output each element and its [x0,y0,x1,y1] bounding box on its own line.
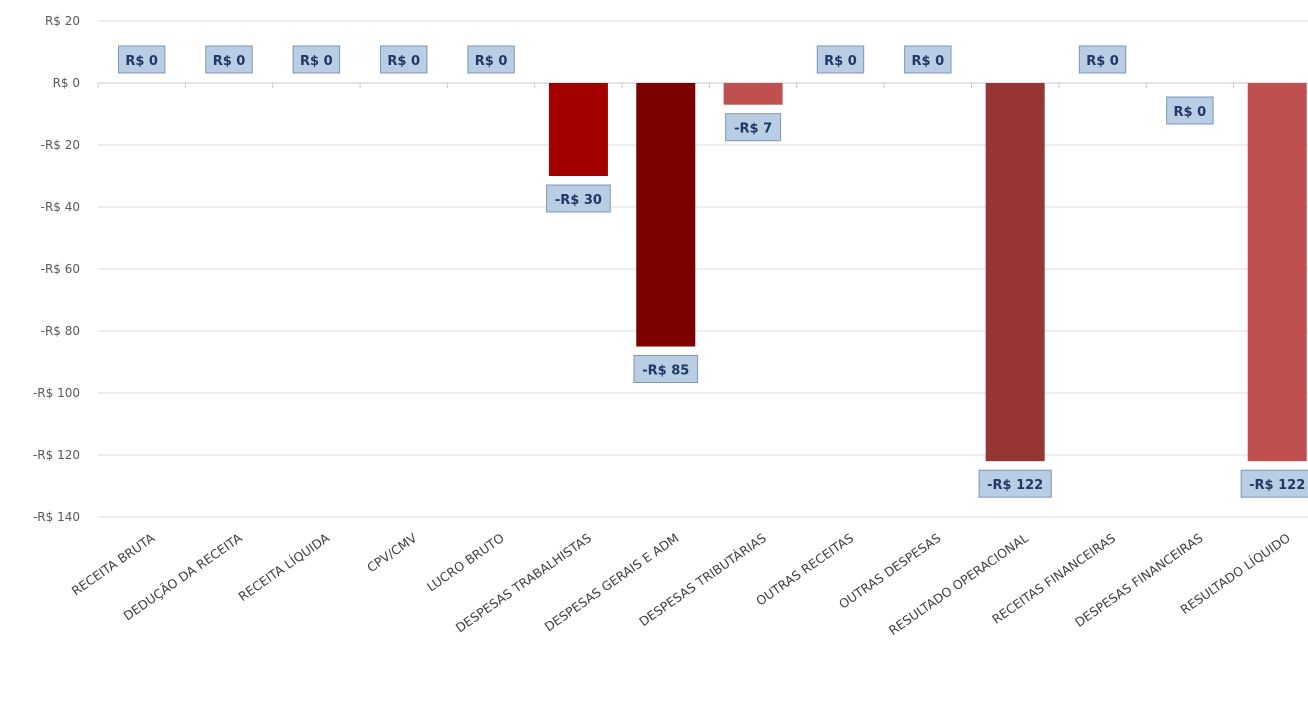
y-tick-label: -R$ 120 [33,448,80,462]
data-label: -R$ 122 [978,469,1052,498]
data-label-box [978,469,1052,498]
data-label-text: R$ 0 [213,54,246,69]
category-label: RESULTADO OPERACIONAL [886,530,1031,638]
data-label-box [292,45,341,74]
data-label: R$ 0 [117,45,166,74]
data-label: R$ 0 [467,45,515,74]
bar-resultado-l-quido [1247,83,1307,462]
data-label-text: R$ 0 [125,54,158,69]
bar-despesas-tribut-rias [723,83,783,105]
data-label-text: R$ 0 [824,54,857,69]
y-tick-label: R$ 0 [53,76,80,90]
data-label: R$ 0 [380,45,428,74]
data-label-text: R$ 0 [1086,54,1119,69]
y-tick-label: -R$ 40 [41,200,80,214]
y-tick-label: -R$ 140 [33,510,80,524]
y-tick-label: -R$ 80 [41,324,80,338]
data-label-text: R$ 0 [1174,105,1207,120]
data-label-text: -R$ 7 [734,122,772,137]
bar-resultado-operacional [985,83,1045,462]
data-label: R$ 0 [816,45,865,74]
y-tick-label: R$ 20 [45,14,80,28]
data-label-text: R$ 0 [387,54,420,69]
bars [548,83,1307,462]
data-label-box [380,45,428,74]
data-label-box [117,45,166,74]
category-label: CPV/CMV [364,530,420,575]
y-tick-label: -R$ 20 [41,138,80,152]
data-label-text: -R$ 122 [987,478,1043,493]
bar-despesas-trabalhistas [548,83,608,176]
y-axis-tick-labels: R$ 20 R$ 0 -R$ 20 -R$ 40 -R$ 60 -R$ 80 -R$ 100… [33,14,80,524]
y-tick-label: -R$ 60 [41,262,80,276]
data-label-box [633,355,699,383]
data-label: -R$ 30 [546,184,611,213]
data-label-box [546,184,611,213]
category-label: RECEITA LÍQUIDA [236,530,333,604]
data-label-box [904,45,952,74]
data-label-box [1078,45,1127,74]
data-label-text: R$ 0 [300,54,333,69]
data-label-text: -R$ 30 [555,193,602,208]
data-labels: R$ 0 R$ 0 R$ 0 R$ 0 R$ 0 -R$ 30 -R$ 85 -R$ 7 R$ … [117,45,1308,498]
data-label-box [1240,469,1308,498]
data-label-text: -R$ 122 [1249,478,1305,493]
data-label-box [725,113,782,142]
category-label: LUCRO BRUTO [424,530,507,594]
data-label-text: R$ 0 [912,54,945,69]
category-label: DESPESAS TRABALHISTAS [453,530,594,635]
data-label-box [205,45,253,74]
data-label: R$ 0 [292,45,341,74]
data-label-text: R$ 0 [475,54,508,69]
data-label: -R$ 85 [633,355,699,383]
data-label: R$ 0 [904,45,952,74]
bar-despesas-gerais-e-adm [636,83,696,347]
data-label: -R$ 7 [725,113,782,142]
data-label-box [467,45,515,74]
data-label: R$ 0 [1078,45,1127,74]
category-label: RECEITA BRUTA [69,530,158,599]
data-label-text: -R$ 85 [642,364,689,379]
data-label-box [1166,96,1214,125]
data-label: R$ 0 [205,45,253,74]
gridlines [97,20,1308,518]
data-label-box [816,45,865,74]
data-label: -R$ 122 [1240,469,1308,498]
y-tick-label: -R$ 100 [33,386,80,400]
data-label: R$ 0 [1166,96,1214,125]
